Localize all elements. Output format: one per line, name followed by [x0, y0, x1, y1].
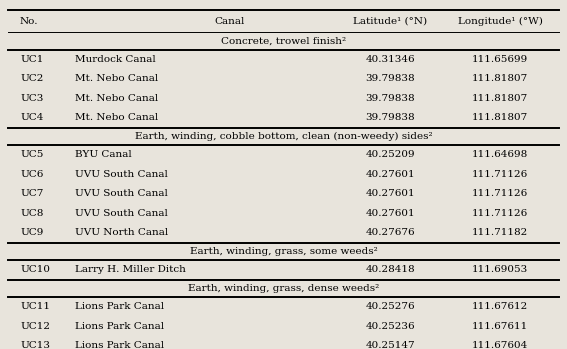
Text: UC4: UC4 [20, 113, 43, 122]
Text: 40.25147: 40.25147 [365, 341, 415, 349]
Text: 39.79838: 39.79838 [365, 113, 415, 122]
Text: 111.81807: 111.81807 [472, 113, 528, 122]
Text: Mt. Nebo Canal: Mt. Nebo Canal [75, 74, 158, 83]
Text: UC7: UC7 [20, 189, 43, 198]
Text: UVU South Canal: UVU South Canal [75, 209, 168, 218]
Text: BYU Canal: BYU Canal [75, 150, 132, 159]
Text: UVU North Canal: UVU North Canal [75, 228, 168, 237]
Text: 111.71126: 111.71126 [472, 170, 528, 179]
Text: UC10: UC10 [20, 265, 50, 274]
Text: Concrete, trowel finish²: Concrete, trowel finish² [221, 36, 346, 45]
Text: Mt. Nebo Canal: Mt. Nebo Canal [75, 94, 158, 103]
Text: 111.81807: 111.81807 [472, 74, 528, 83]
Text: No.: No. [20, 16, 39, 25]
Text: 40.25236: 40.25236 [365, 322, 415, 331]
Text: UVU South Canal: UVU South Canal [75, 170, 168, 179]
Text: UC2: UC2 [20, 74, 43, 83]
Text: 111.71126: 111.71126 [472, 189, 528, 198]
Text: 111.67611: 111.67611 [472, 322, 528, 331]
Text: UC11: UC11 [20, 302, 50, 311]
Text: UC1: UC1 [20, 55, 43, 64]
Text: Earth, winding, grass, some weeds²: Earth, winding, grass, some weeds² [189, 247, 378, 256]
Text: Lions Park Canal: Lions Park Canal [75, 302, 164, 311]
Text: 111.65699: 111.65699 [472, 55, 528, 64]
Text: 40.27676: 40.27676 [365, 228, 415, 237]
Text: 40.27601: 40.27601 [365, 170, 415, 179]
Text: 111.64698: 111.64698 [472, 150, 528, 159]
Text: Larry H. Miller Ditch: Larry H. Miller Ditch [75, 265, 186, 274]
Text: Lions Park Canal: Lions Park Canal [75, 322, 164, 331]
Text: Mt. Nebo Canal: Mt. Nebo Canal [75, 113, 158, 122]
Text: 40.25276: 40.25276 [365, 302, 415, 311]
Text: UC12: UC12 [20, 322, 50, 331]
Text: UC13: UC13 [20, 341, 50, 349]
Text: 40.27601: 40.27601 [365, 209, 415, 218]
Text: 40.31346: 40.31346 [365, 55, 415, 64]
Text: UC6: UC6 [20, 170, 43, 179]
Text: 111.69053: 111.69053 [472, 265, 528, 274]
Text: 111.71182: 111.71182 [472, 228, 528, 237]
Text: UVU South Canal: UVU South Canal [75, 189, 168, 198]
Text: 111.67604: 111.67604 [472, 341, 528, 349]
Text: Lions Park Canal: Lions Park Canal [75, 341, 164, 349]
Text: UC5: UC5 [20, 150, 43, 159]
Text: UC8: UC8 [20, 209, 43, 218]
Text: 40.25209: 40.25209 [365, 150, 415, 159]
Text: Murdock Canal: Murdock Canal [75, 55, 156, 64]
Text: Latitude¹ (°N): Latitude¹ (°N) [353, 16, 427, 25]
Text: 40.27601: 40.27601 [365, 189, 415, 198]
Text: Earth, winding, grass, dense weeds²: Earth, winding, grass, dense weeds² [188, 284, 379, 293]
Text: 111.71126: 111.71126 [472, 209, 528, 218]
Text: Longitude¹ (°W): Longitude¹ (°W) [458, 16, 543, 25]
Text: UC3: UC3 [20, 94, 43, 103]
Text: Earth, winding, cobble bottom, clean (non-weedy) sides²: Earth, winding, cobble bottom, clean (no… [135, 132, 432, 141]
Text: 40.28418: 40.28418 [365, 265, 415, 274]
Text: UC9: UC9 [20, 228, 43, 237]
Text: 39.79838: 39.79838 [365, 74, 415, 83]
Text: Canal: Canal [215, 16, 245, 25]
Text: 111.67612: 111.67612 [472, 302, 528, 311]
Text: 111.81807: 111.81807 [472, 94, 528, 103]
Text: 39.79838: 39.79838 [365, 94, 415, 103]
